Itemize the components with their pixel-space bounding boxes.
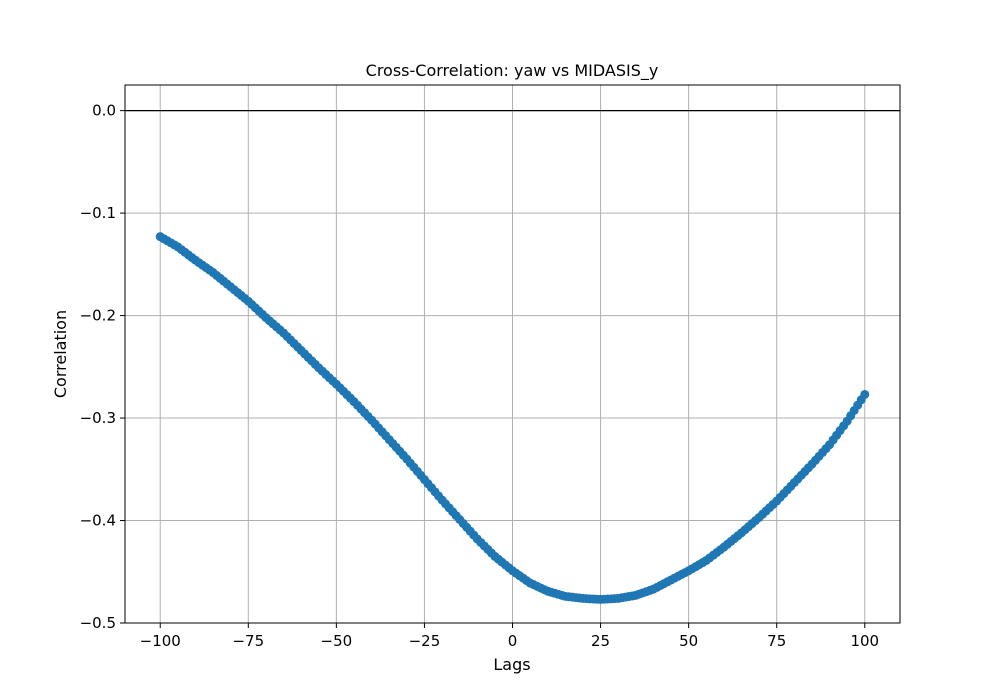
- x-tick-label: −50: [321, 632, 353, 650]
- x-tick-label: 75: [767, 632, 786, 650]
- data-point: [860, 389, 870, 399]
- x-tick-label: 100: [850, 632, 879, 650]
- y-tick-label: 0.0: [92, 102, 116, 120]
- x-tick-label: −25: [409, 632, 441, 650]
- chart-title: Cross-Correlation: yaw vs MIDASIS_y: [366, 61, 659, 81]
- y-axis-ticks: −0.5 −0.4 −0.3 −0.2 −0.1 0.0: [80, 102, 125, 632]
- grid-lines: [125, 85, 900, 624]
- x-axis-ticks: −100 −75 −50 −25 0 25 50 75 100: [140, 623, 879, 650]
- y-axis-label: Correlation: [51, 310, 70, 398]
- x-tick-label: −100: [140, 632, 181, 650]
- x-tick-label: 25: [591, 632, 610, 650]
- x-tick-label: 50: [679, 632, 698, 650]
- x-axis-label: Lags: [493, 655, 530, 674]
- data-points: [155, 232, 870, 604]
- y-tick-label: −0.4: [80, 512, 116, 530]
- x-tick-label: −75: [232, 632, 264, 650]
- y-tick-label: −0.2: [80, 307, 116, 325]
- y-tick-label: −0.5: [80, 614, 116, 632]
- y-tick-label: −0.3: [80, 409, 116, 427]
- x-tick-label: 0: [508, 632, 518, 650]
- y-tick-label: −0.1: [80, 204, 116, 222]
